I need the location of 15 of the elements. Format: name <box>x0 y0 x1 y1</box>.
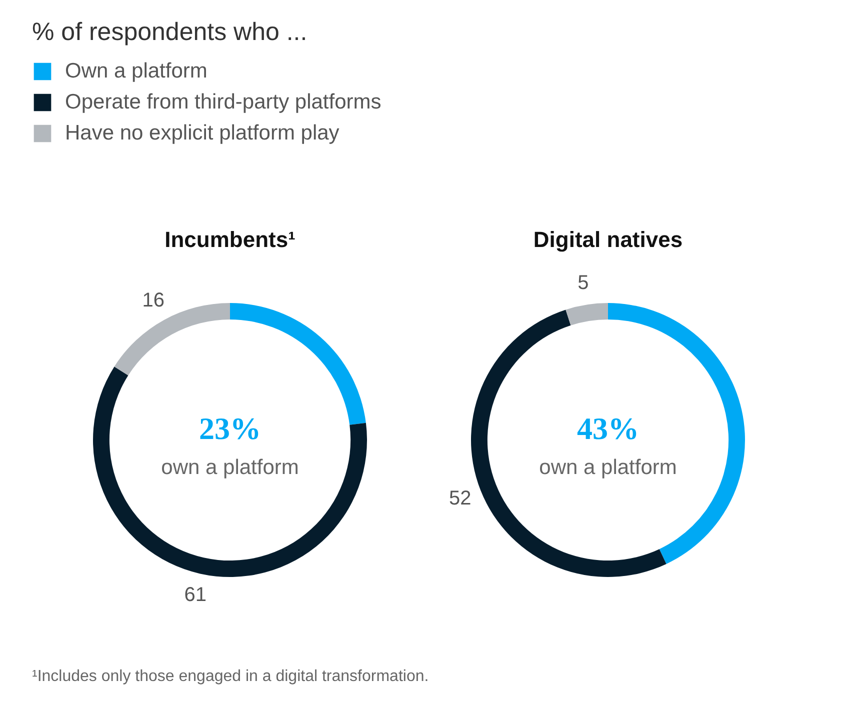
text: own a platform <box>161 456 299 479</box>
data-label: 52 <box>449 488 472 510</box>
text: ¹Includes only those engaged in a digital transformation. <box>32 668 429 686</box>
slice-label: Incumbents¹ <box>164 227 296 252</box>
legend-title: % of respondents who ... <box>32 18 308 46</box>
data-label: 16 <box>142 290 165 312</box>
data-label: 5 <box>578 272 589 294</box>
legend-label: Have no explicit platform play <box>65 122 340 144</box>
data-label: 61 <box>184 584 206 606</box>
text: 23% <box>199 411 261 446</box>
text: own a platform <box>539 456 677 479</box>
text: 43% <box>577 411 639 446</box>
legend-label: Own a platform <box>65 60 208 82</box>
legend-label: Operate from third-party platforms <box>65 90 382 114</box>
slice-label: Digital natives <box>533 227 683 252</box>
